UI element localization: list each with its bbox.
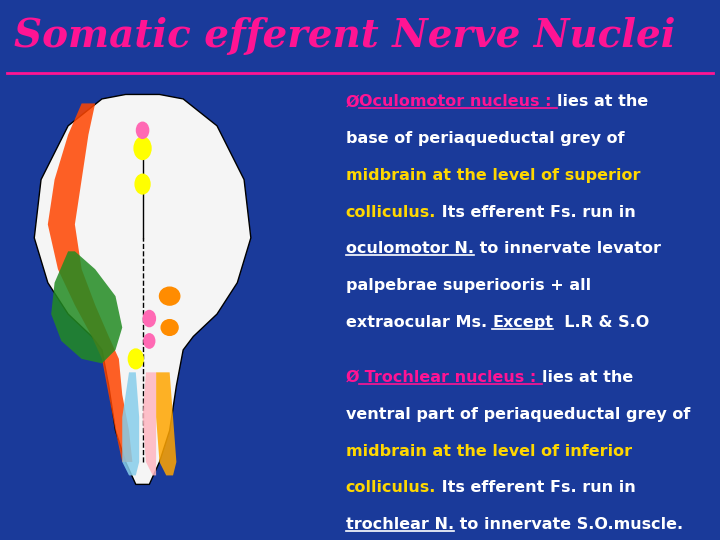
Text: palpebrae superiooris + all: palpebrae superiooris + all <box>346 278 590 293</box>
Polygon shape <box>156 373 176 475</box>
Polygon shape <box>48 104 132 462</box>
Polygon shape <box>35 94 251 484</box>
Circle shape <box>143 310 156 327</box>
Text: Oculomotor nucleus :: Oculomotor nucleus : <box>359 94 557 110</box>
Text: Somatic efferent Nerve Nuclei: Somatic efferent Nerve Nuclei <box>14 17 676 56</box>
Text: oculomotor N.: oculomotor N. <box>346 241 474 256</box>
Text: colliculus.: colliculus. <box>346 481 436 495</box>
Text: Ø: Ø <box>346 370 359 385</box>
Text: lies at the: lies at the <box>542 370 633 385</box>
Circle shape <box>128 349 143 369</box>
Polygon shape <box>122 373 139 475</box>
Circle shape <box>144 334 155 348</box>
Text: lies at the: lies at the <box>557 94 649 110</box>
Text: Trochlear nucleus :: Trochlear nucleus : <box>359 370 542 385</box>
Text: Except: Except <box>492 315 554 330</box>
Text: base of periaqueductal grey of: base of periaqueductal grey of <box>346 131 624 146</box>
Polygon shape <box>143 373 156 475</box>
Circle shape <box>134 137 151 159</box>
Text: to innervate S.O.muscle.: to innervate S.O.muscle. <box>454 517 683 532</box>
Text: Ø: Ø <box>346 94 359 110</box>
Text: midbrain at the level of inferior: midbrain at the level of inferior <box>346 443 631 458</box>
Ellipse shape <box>161 320 178 335</box>
Ellipse shape <box>160 287 180 305</box>
Text: ventral part of periaqueductal grey of: ventral part of periaqueductal grey of <box>346 407 690 422</box>
Polygon shape <box>51 251 122 363</box>
Text: to innervate levator: to innervate levator <box>474 241 660 256</box>
Text: extraocular Ms.: extraocular Ms. <box>346 315 492 330</box>
Circle shape <box>137 122 148 138</box>
Text: trochlear N.: trochlear N. <box>346 517 454 532</box>
Text: Its efferent Fs. run in: Its efferent Fs. run in <box>436 481 636 495</box>
Text: Its efferent Fs. run in: Its efferent Fs. run in <box>436 205 636 220</box>
Text: colliculus.: colliculus. <box>346 205 436 220</box>
Text: L.R & S.O: L.R & S.O <box>554 315 649 330</box>
Text: midbrain at the level of superior: midbrain at the level of superior <box>346 168 640 183</box>
Circle shape <box>135 174 150 194</box>
